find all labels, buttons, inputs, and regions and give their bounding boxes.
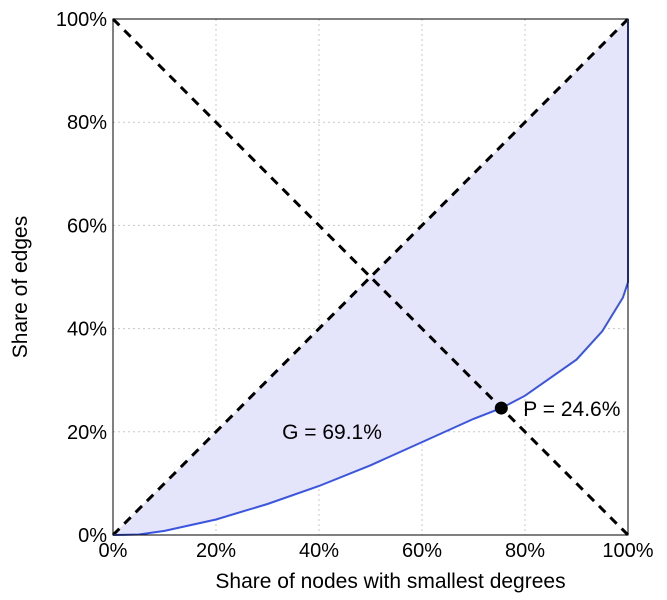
x-tick-label: 100% [602, 540, 653, 562]
plot-frame [112, 18, 629, 536]
y-tick-label: 80% [67, 112, 107, 134]
y-axis-label: Share of edges [9, 216, 32, 358]
y-tick-label: 0% [78, 525, 107, 547]
x-axis-label: Share of nodes with smallest degrees [215, 570, 565, 593]
gini-annotation: G = 69.1% [282, 421, 382, 444]
x-tick-label: 80% [505, 540, 545, 562]
p-point-marker [494, 401, 508, 415]
y-tick-label: 20% [67, 422, 107, 444]
tick-labels: 0% 20% 40% 60% 80% 100% 0% 20% 40% 60% 80% 100% [56, 9, 654, 562]
gini-fill-area [113, 19, 628, 535]
x-tick-label: 40% [299, 540, 339, 562]
y-tick-label: 60% [67, 215, 107, 237]
p-point-label: P = 24.6% [523, 398, 620, 421]
y-tick-label: 100% [56, 9, 107, 31]
x-tick-label: 20% [196, 540, 236, 562]
lorenz-curve [112, 19, 629, 536]
x-tick-label: 60% [402, 540, 442, 562]
y-tick-label: 40% [67, 319, 107, 341]
x-tick-label: 0% [99, 540, 128, 562]
